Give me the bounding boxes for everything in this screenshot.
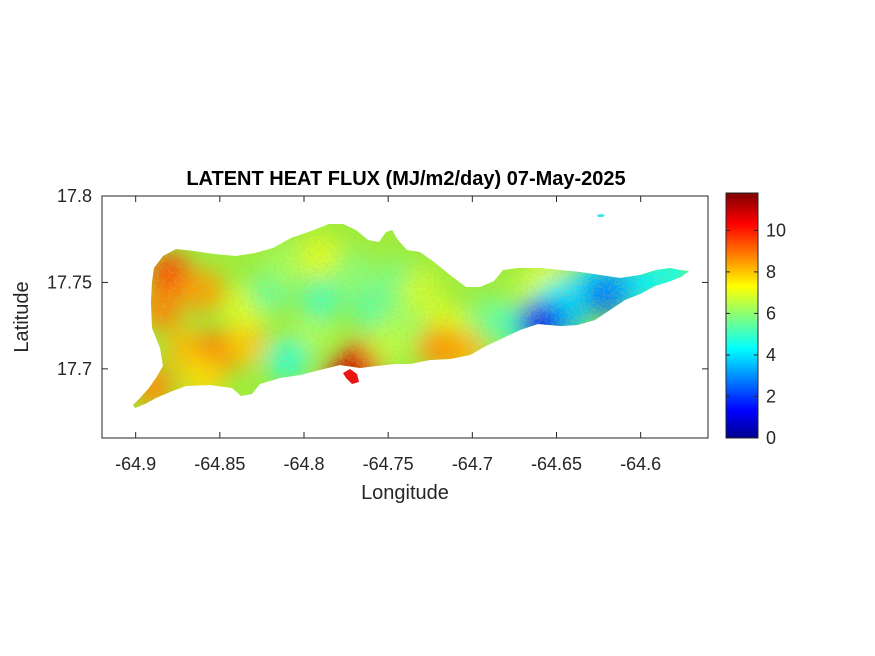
x-tick-label: -64.8 [283, 454, 324, 474]
y-axis-label: Latitude [11, 281, 33, 352]
x-tick-label: -64.75 [363, 454, 414, 474]
x-tick-label: -64.9 [115, 454, 156, 474]
y-axis: 17.7 17.75 17.8 [47, 186, 708, 379]
x-tick-label: -64.7 [452, 454, 493, 474]
colorbar-tick-label: 0 [766, 428, 776, 448]
y-tick-label: 17.8 [57, 186, 92, 206]
colorbar [725, 192, 759, 439]
heatmap-texture [133, 224, 689, 408]
cay-south-blob [343, 369, 359, 384]
x-tick-label: -64.85 [194, 454, 245, 474]
plot-frame [101, 195, 709, 439]
x-tick-label: -64.65 [531, 454, 582, 474]
colorbar-tick-label: 4 [766, 345, 776, 365]
colorbar-tick-label: 6 [766, 303, 776, 323]
y-tick-label: 17.75 [47, 272, 92, 292]
chart-title: LATENT HEAT FLUX (MJ/m2/day) 07-May-2025 [186, 168, 625, 190]
colorbar-tick-label: 10 [766, 220, 786, 240]
cay-east [597, 214, 605, 217]
colorbar-tick-label: 2 [766, 386, 776, 406]
colorbar-ticks: 0 2 4 6 8 10 [726, 220, 786, 448]
colorbar-tick-label: 8 [766, 262, 776, 282]
x-axis-label: Longitude [361, 482, 449, 504]
heatmap-area [133, 224, 689, 408]
x-tick-label: -64.6 [620, 454, 661, 474]
y-tick-label: 17.7 [57, 359, 92, 379]
x-axis: -64.9 -64.85 -64.8 -64.75 -64.7 -64.65 -64.6 [115, 196, 661, 474]
